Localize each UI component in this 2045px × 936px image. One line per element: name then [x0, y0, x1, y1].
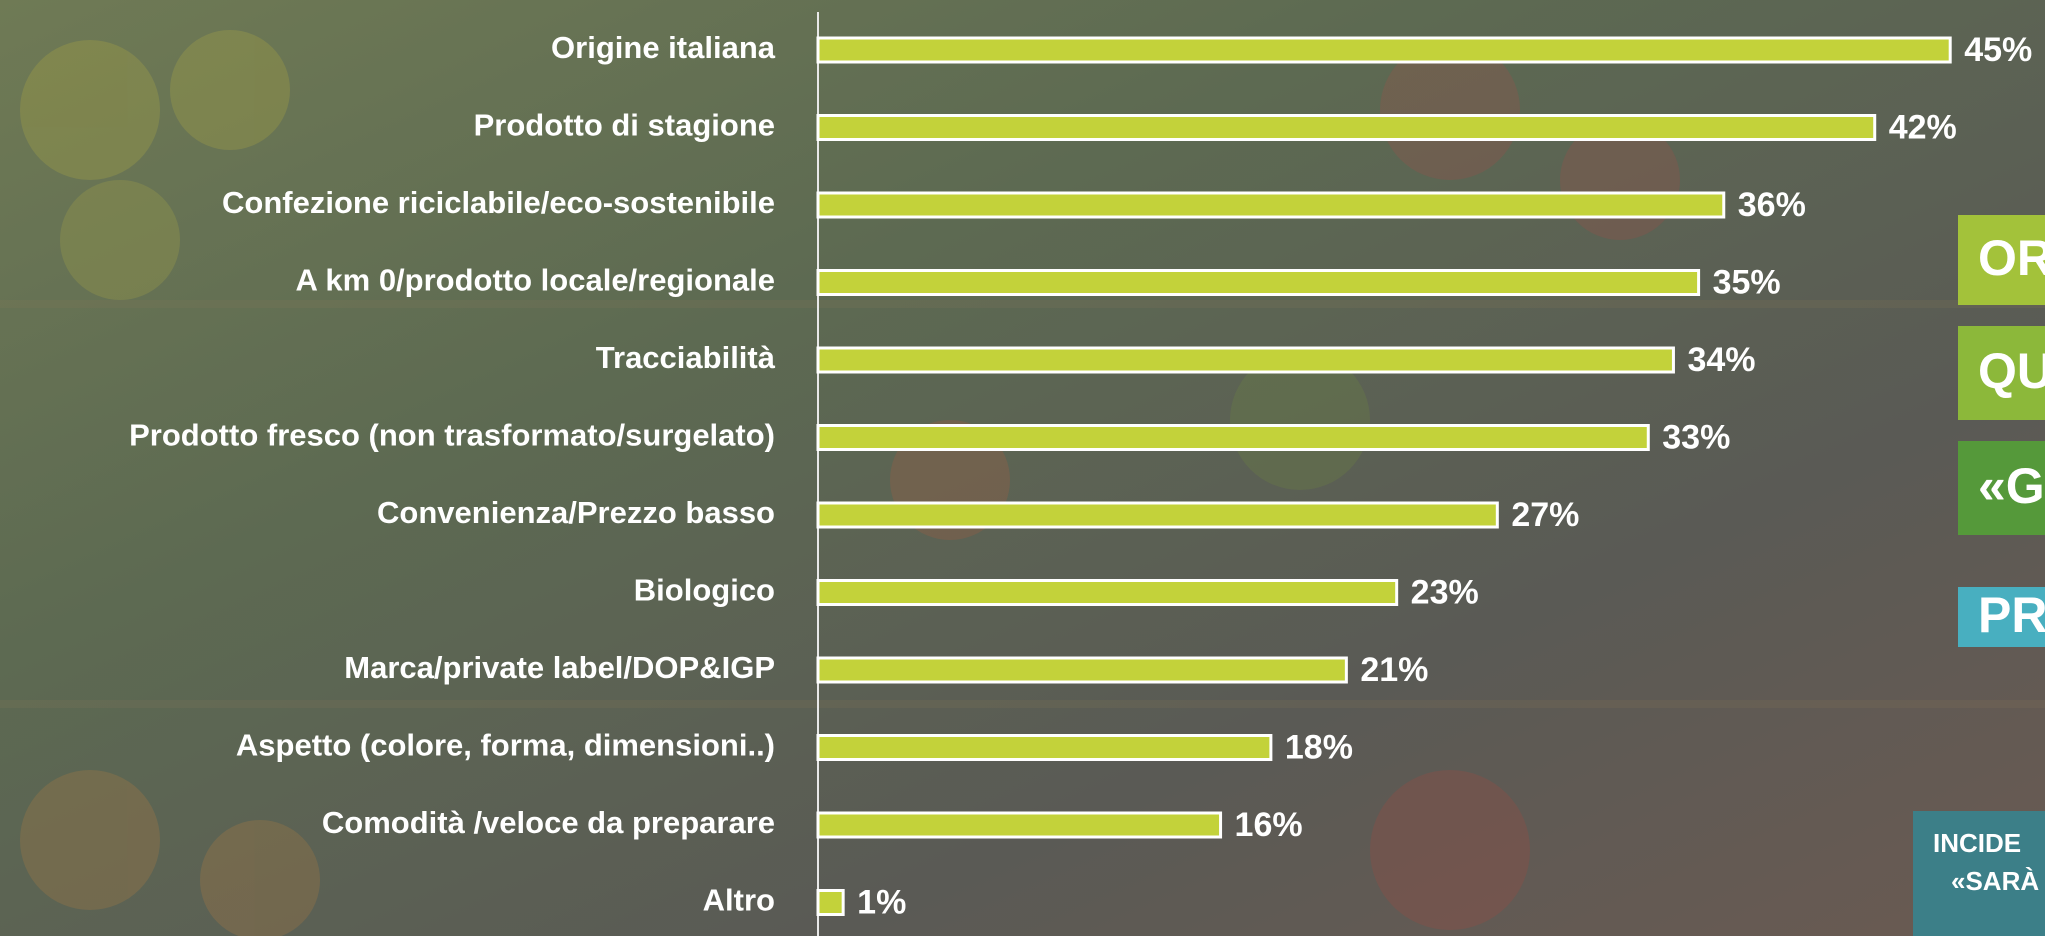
bar	[818, 581, 1397, 605]
category-label: Prodotto di stagione	[474, 108, 775, 143]
category-label: Origine italiana	[551, 30, 776, 65]
category-label: Altro	[703, 883, 775, 918]
category-label: Aspetto (colore, forma, dimensioni..)	[236, 728, 775, 763]
bar	[818, 271, 1699, 295]
category-label: Convenienza/Prezzo basso	[377, 495, 775, 530]
bar	[818, 38, 1950, 62]
value-label: 18%	[1285, 728, 1353, 766]
category-label: A km 0/prodotto locale/regionale	[296, 263, 775, 298]
side-box-text: OR	[1978, 230, 2045, 286]
value-label: 42%	[1889, 108, 1957, 146]
footer-box-text: INCIDE	[1933, 828, 2021, 858]
chart: Origine italiana 45% Prodotto di stagione 4…	[0, 0, 2045, 936]
footer-box-text: «SARÀ	[1951, 866, 2039, 896]
value-label: 35%	[1713, 263, 1781, 301]
value-label: 36%	[1738, 186, 1806, 224]
value-label: 45%	[1964, 31, 2032, 69]
side-box-text: PR	[1978, 587, 2045, 643]
value-label: 16%	[1235, 806, 1303, 844]
category-label: Biologico	[634, 573, 775, 608]
bar	[818, 503, 1497, 527]
category-label: Prodotto fresco (non trasformato/surgela…	[129, 418, 775, 453]
bar	[818, 116, 1875, 140]
bar	[818, 736, 1271, 760]
category-label: Comodità /veloce da preparare	[322, 805, 775, 840]
bar	[818, 348, 1673, 372]
category-label: Tracciabilità	[596, 340, 776, 375]
value-label: 23%	[1411, 573, 1479, 611]
side-box-text: «G	[1978, 458, 2045, 514]
category-label: Confezione riciclabile/eco-sostenibile	[222, 185, 775, 220]
value-label: 1%	[857, 883, 906, 921]
value-label: 27%	[1511, 496, 1579, 534]
bar	[818, 658, 1346, 682]
category-label: Marca/private label/DOP&IGP	[344, 650, 775, 685]
bar	[818, 813, 1221, 837]
value-label: 21%	[1360, 651, 1428, 689]
bar	[818, 426, 1648, 450]
bar	[818, 891, 843, 915]
value-label: 33%	[1662, 418, 1730, 456]
bar	[818, 193, 1724, 217]
side-box-text: QU	[1978, 343, 2045, 399]
value-label: 34%	[1687, 341, 1755, 379]
